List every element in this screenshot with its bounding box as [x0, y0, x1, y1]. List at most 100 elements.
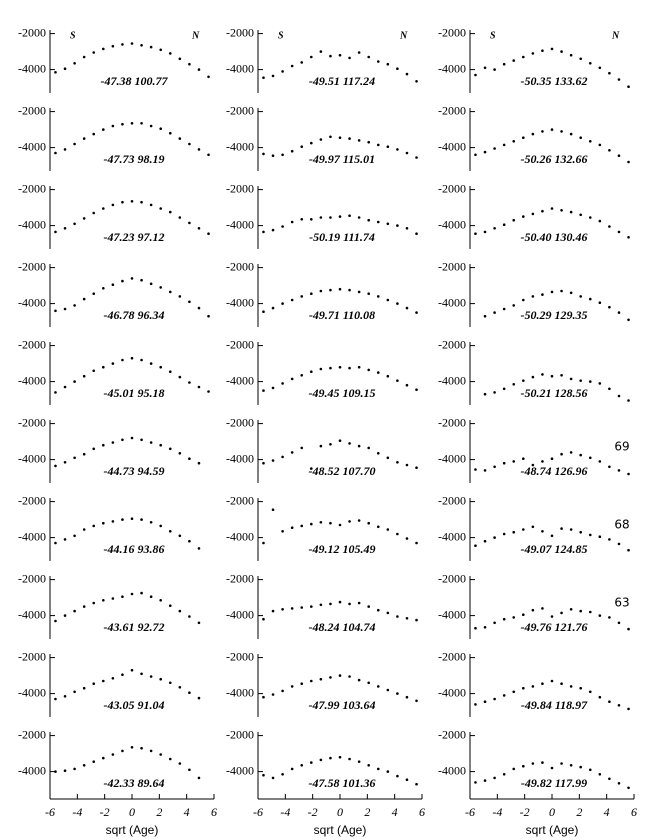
point [367, 292, 371, 296]
point [531, 525, 535, 529]
point [598, 143, 602, 147]
point [188, 768, 191, 772]
y-tick-label: -2000 [18, 337, 46, 351]
point [560, 209, 563, 212]
point [140, 44, 143, 47]
point [579, 136, 582, 139]
point [168, 52, 172, 55]
annotation: -47.99 103.64 [309, 698, 376, 712]
note: 63 [614, 596, 629, 610]
point [522, 136, 525, 139]
y-tick-label: -2000 [438, 259, 466, 273]
point [319, 289, 323, 293]
y-tick-label: -2000 [18, 493, 46, 507]
point [92, 447, 96, 451]
point [82, 605, 86, 608]
annotation: -43.61 92.72 [104, 620, 165, 634]
point [608, 465, 611, 469]
point [483, 700, 487, 703]
point [617, 469, 621, 472]
point [396, 461, 399, 464]
point [197, 148, 201, 151]
point [73, 767, 76, 771]
point [130, 668, 134, 672]
x-tick-label: 2 [364, 805, 370, 819]
point [63, 538, 67, 541]
point [300, 61, 304, 64]
point [168, 757, 172, 761]
point [608, 538, 611, 541]
point [92, 292, 96, 296]
side-label: S [278, 30, 284, 41]
point [550, 374, 554, 378]
point [319, 677, 323, 681]
point [405, 383, 409, 387]
point [550, 47, 554, 51]
point [149, 521, 153, 524]
point [579, 379, 582, 383]
point [531, 212, 535, 216]
point [188, 221, 191, 225]
point [82, 764, 86, 767]
annotation: -49.84 118.97 [521, 698, 588, 712]
point [188, 300, 191, 304]
point [338, 523, 342, 527]
point [531, 295, 535, 298]
annotation: -49.76 121.76 [521, 620, 588, 634]
point [405, 617, 409, 620]
point [73, 142, 76, 146]
point [102, 443, 105, 447]
point [197, 385, 201, 389]
point [197, 68, 201, 71]
point [168, 290, 172, 294]
point [588, 533, 592, 537]
point [92, 760, 96, 763]
point [357, 51, 361, 54]
point [627, 399, 630, 402]
point [329, 366, 332, 370]
point [102, 365, 105, 369]
point [502, 694, 506, 697]
point [140, 518, 143, 521]
y-tick-label: -4000 [226, 373, 254, 387]
point [63, 614, 67, 617]
point [319, 50, 323, 53]
y-tick-label: -2000 [226, 25, 254, 39]
point [63, 148, 67, 151]
y-tick-label: -2000 [226, 337, 254, 351]
point [579, 530, 582, 534]
y-tick-label: -4000 [18, 373, 46, 387]
point [319, 216, 323, 219]
point [111, 203, 115, 207]
point [92, 524, 96, 528]
point [319, 521, 323, 524]
point [376, 220, 380, 224]
point [617, 542, 621, 546]
y-tick-label: -4000 [18, 295, 46, 309]
point [512, 767, 516, 771]
point [290, 767, 294, 771]
point [357, 216, 361, 219]
point [627, 236, 630, 239]
x-tick-label: 6 [631, 805, 637, 819]
x-tick-label: -2 [520, 805, 530, 819]
point [415, 699, 418, 703]
point [386, 298, 390, 302]
y-tick-label: -4000 [18, 451, 46, 465]
point [627, 548, 630, 552]
y-tick-label: -2000 [18, 649, 46, 663]
point [310, 761, 313, 764]
y-tick-label: -4000 [18, 217, 46, 231]
point [396, 532, 399, 536]
point [348, 137, 351, 140]
point [290, 220, 294, 224]
point [531, 52, 535, 55]
point [207, 232, 210, 235]
point [73, 222, 76, 226]
point [178, 762, 182, 765]
point [300, 218, 304, 221]
point [502, 307, 506, 311]
point [271, 228, 275, 232]
point [493, 311, 496, 314]
point [367, 605, 371, 608]
